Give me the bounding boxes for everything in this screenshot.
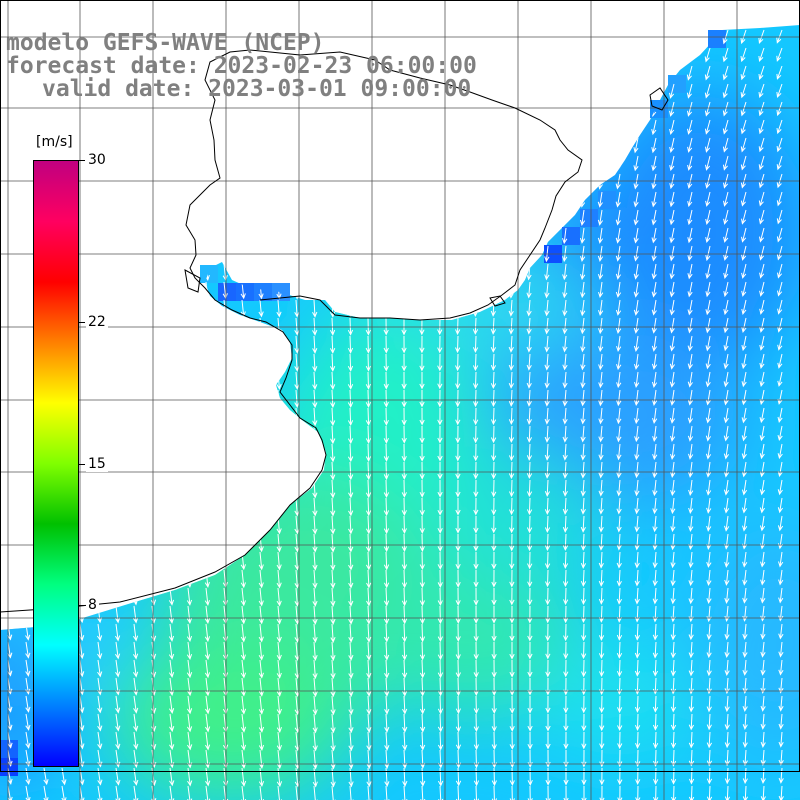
- coastline: [0, 49, 583, 613]
- colorbar-tick-label: 15: [86, 455, 108, 472]
- island-outline: [649, 87, 669, 111]
- island-outline: [489, 295, 506, 307]
- model-title: modelo GEFS-WAVE (NCEP): [6, 30, 325, 56]
- valid-date: valid date: 2023-03-01 09:00:00: [42, 76, 472, 102]
- colorbar-tick-label: 8: [86, 597, 99, 614]
- model-grid-cells: [0, 30, 726, 776]
- colorbar-tick-mark: [79, 160, 85, 161]
- island-outline: [184, 269, 201, 293]
- colorbar-tick-mark: [79, 463, 85, 465]
- forecast-date: forecast date: 2023-02-23 06:00:00: [6, 53, 477, 79]
- colorbar-tick-mark: [79, 605, 85, 607]
- colorbar: [33, 160, 79, 767]
- colorbar-unit-label: [m/s]: [34, 134, 75, 150]
- colorbar-tick-mark: [79, 321, 85, 323]
- colorbar-tick-label: 30: [86, 152, 108, 168]
- colorbar-tick-label: 22: [86, 313, 108, 330]
